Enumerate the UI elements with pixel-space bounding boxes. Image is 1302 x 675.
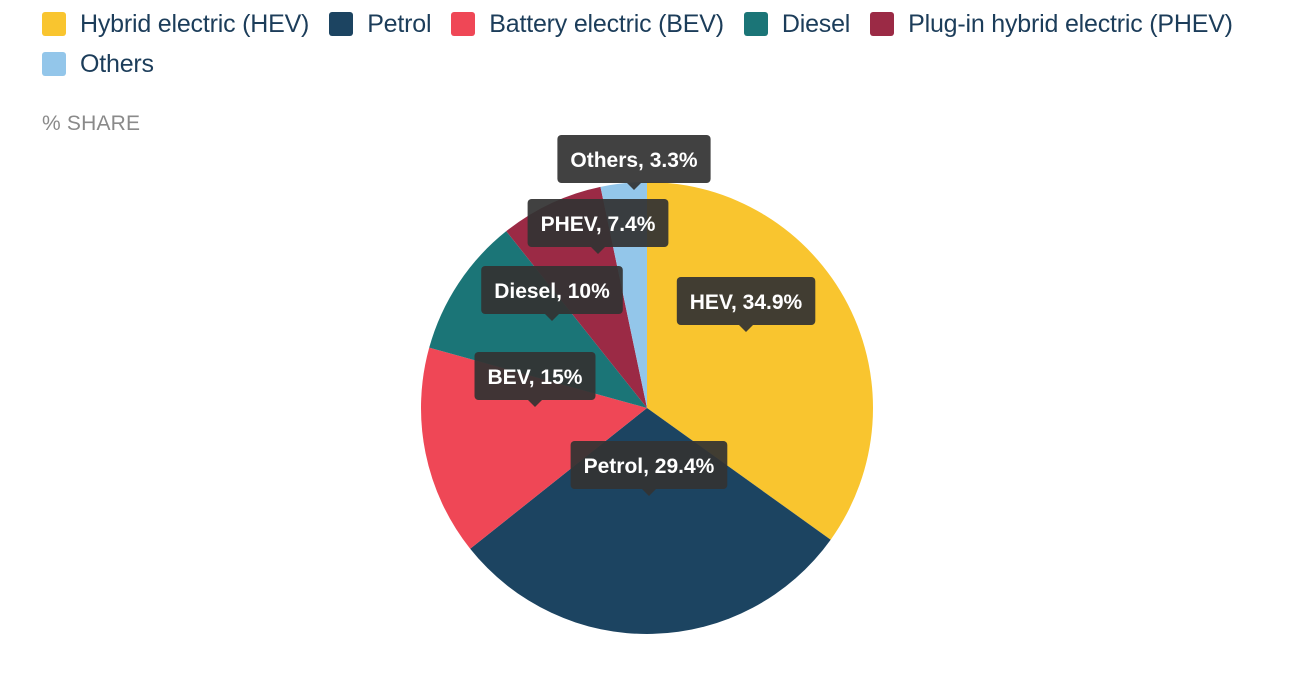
legend-item-others[interactable]: Others — [42, 50, 154, 78]
legend-label-bev: Battery electric (BEV) — [489, 9, 724, 38]
pie-slice-hev[interactable] — [647, 182, 874, 540]
legend-swatch-others — [42, 52, 66, 76]
data-label-petrol: Petrol, 29.4% — [570, 441, 728, 496]
legend-label-others: Others — [80, 49, 154, 78]
data-label-text-others: Others, 3.3% — [570, 149, 698, 172]
data-label-text-diesel: Diesel, 10% — [494, 280, 610, 303]
pie-slice-petrol[interactable] — [470, 408, 831, 635]
legend-label-hev: Hybrid electric (HEV) — [80, 9, 310, 38]
legend-label-petrol: Petrol — [367, 9, 432, 38]
legend-label-phev: Plug-in hybrid electric (PHEV) — [908, 9, 1233, 38]
legend-swatch-bev — [451, 12, 476, 36]
pie-data-labels: HEV, 34.9% Petrol, 29.4% BEV, 15% Diesel, 1… — [474, 135, 816, 496]
pie-slices — [421, 182, 874, 635]
data-label-others: Others, 3.3% — [557, 135, 711, 190]
data-label-text-hev: HEV, 34.9% — [690, 291, 803, 314]
data-label-bev: BEV, 15% — [474, 352, 596, 407]
data-label-text-petrol: Petrol, 29.4% — [584, 455, 715, 478]
data-label-hev: HEV, 34.9% — [676, 277, 816, 332]
legend-label-diesel: Diesel — [781, 9, 851, 38]
legend-item-petrol[interactable]: Petrol — [329, 10, 431, 38]
data-label-text-phev: PHEV, 7.4% — [541, 213, 656, 236]
legend-item-hev[interactable]: Hybrid electric (HEV) — [42, 10, 309, 38]
legend-swatch-diesel — [743, 12, 768, 36]
chart-legend: Hybrid electric (HEV) Petrol Battery ele… — [42, 10, 1282, 78]
legend-swatch-petrol — [329, 12, 354, 36]
data-label-diesel: Diesel, 10% — [481, 266, 623, 321]
data-label-text-bev: BEV, 15% — [488, 366, 583, 389]
legend-item-bev[interactable]: Battery electric (BEV) — [451, 10, 724, 38]
legend-swatch-hev — [42, 12, 66, 36]
share-axis-label: % SHARE — [42, 112, 141, 135]
legend-item-phev[interactable]: Plug-in hybrid electric (PHEV) — [870, 10, 1233, 38]
legend-item-diesel[interactable]: Diesel — [743, 9, 851, 38]
data-label-phev: PHEV, 7.4% — [527, 199, 669, 254]
legend-swatch-phev — [870, 12, 895, 36]
